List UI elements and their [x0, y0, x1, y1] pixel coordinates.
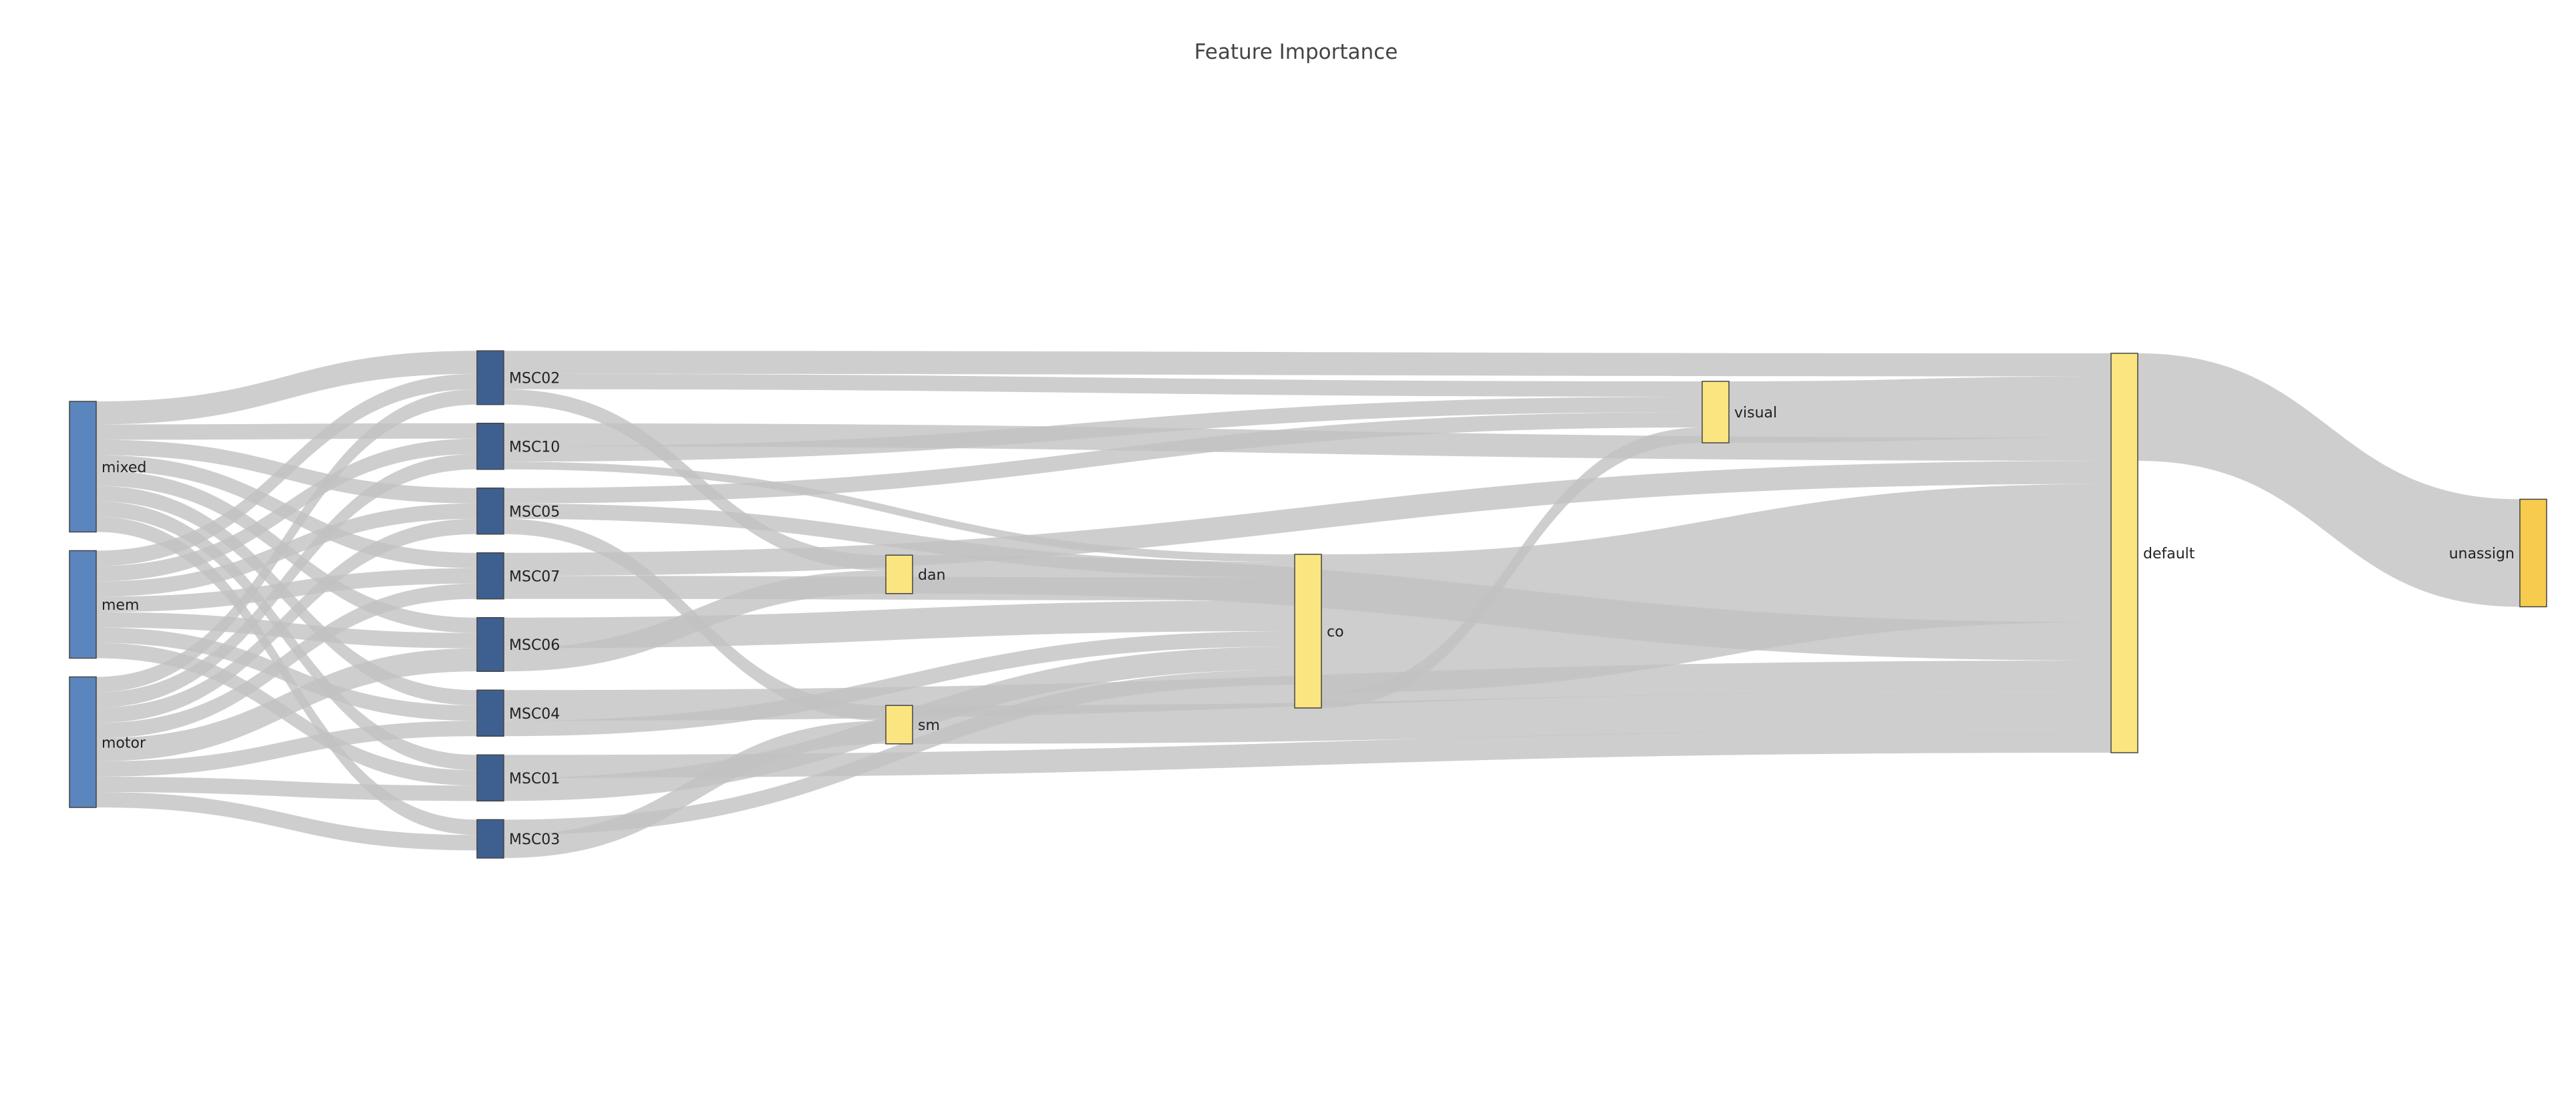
link-motor-to-MSC03[interactable] [96, 792, 477, 851]
node-bar-MSC03[interactable] [476, 819, 504, 859]
link-MSC06-to-co[interactable] [504, 600, 1295, 649]
node-label-co: co [1327, 624, 1344, 640]
node-label-visual: visual [1734, 405, 1777, 421]
node-label-MSC05: MSC05 [509, 504, 560, 520]
node-bar-MSC10[interactable] [476, 423, 504, 470]
node-MSC01[interactable]: MSC01 [476, 754, 560, 801]
node-bar-default[interactable] [2110, 353, 2138, 753]
node-MSC10[interactable]: MSC10 [476, 423, 560, 470]
link-mem-to-MSC06[interactable] [96, 612, 477, 649]
link-motor-to-MSC10[interactable] [96, 453, 477, 708]
node-mixed[interactable]: mixed [69, 401, 146, 533]
link-motor-to-MSC05[interactable] [96, 518, 477, 723]
link-co-to-default[interactable] [1321, 484, 2111, 693]
link-MSC10-to-visual[interactable] [504, 397, 1702, 462]
link-mem-to-MSC07[interactable] [96, 568, 477, 612]
link-mem-to-MSC10[interactable] [96, 438, 477, 582]
link-MSC02-to-visual[interactable] [504, 373, 1702, 397]
node-bar-visual[interactable] [1702, 381, 1730, 443]
node-label-default: default [2143, 546, 2195, 562]
nodes-layer: mixed mem motor MSC02 MSC10 MSC05 MSC07 MSC06 MS… [69, 350, 2547, 859]
link-visual-to-default[interactable] [1729, 376, 2111, 443]
link-mixed-to-MSC02[interactable] [96, 351, 477, 425]
node-label-motor: motor [102, 735, 146, 751]
link-motor-to-MSC07[interactable] [96, 583, 477, 739]
node-label-mem: mem [102, 597, 139, 614]
node-MSC02[interactable]: MSC02 [476, 350, 560, 405]
node-MSC07[interactable]: MSC07 [476, 552, 560, 600]
node-bar-motor[interactable] [69, 676, 97, 808]
link-motor-to-MSC04[interactable] [96, 721, 477, 777]
node-bar-MSC06[interactable] [476, 617, 504, 672]
node-bar-mem[interactable] [69, 550, 97, 659]
node-visual[interactable]: visual [1702, 381, 1777, 443]
node-MSC06[interactable]: MSC06 [476, 617, 560, 672]
node-bar-MSC02[interactable] [476, 350, 504, 405]
node-bar-mixed[interactable] [69, 401, 97, 533]
node-bar-MSC07[interactable] [476, 552, 504, 600]
link-MSC05-to-visual[interactable] [504, 412, 1702, 504]
node-bar-dan[interactable] [885, 554, 913, 594]
link-MSC02-to-dan[interactable] [504, 389, 886, 571]
link-MSC04-to-co[interactable] [504, 631, 1295, 737]
node-bar-sm[interactable] [885, 705, 913, 745]
link-motor-to-MSC01[interactable] [96, 777, 477, 801]
node-bar-MSC05[interactable] [476, 488, 504, 535]
node-bar-co[interactable] [1294, 554, 1322, 709]
node-label-MSC10: MSC10 [509, 439, 560, 455]
link-MSC03-to-co[interactable] [504, 669, 1295, 836]
link-motor-to-MSC02[interactable] [96, 389, 477, 693]
node-bar-MSC01[interactable] [476, 754, 504, 801]
node-label-unassign: unassign [2449, 546, 2515, 562]
node-bar-MSC04[interactable] [476, 689, 504, 737]
link-MSC07-to-default[interactable] [504, 461, 2111, 576]
link-MSC01-to-default[interactable] [504, 729, 2111, 778]
node-sm[interactable]: sm [885, 705, 940, 745]
node-bar-unassign[interactable] [2519, 498, 2547, 608]
link-MSC10-to-co[interactable] [504, 462, 1295, 562]
link-mem-to-MSC05[interactable] [96, 503, 477, 597]
node-motor[interactable]: motor [69, 676, 146, 808]
node-label-MSC03: MSC03 [509, 832, 560, 848]
chart-title: Feature Importance [1194, 40, 1398, 64]
node-label-MSC07: MSC07 [509, 568, 560, 585]
node-label-MSC01: MSC01 [509, 771, 560, 787]
node-dan[interactable]: dan [885, 554, 945, 594]
link-mixed-to-MSC10[interactable] [96, 423, 477, 440]
node-co[interactable]: co [1294, 554, 1344, 709]
node-label-sm: sm [918, 717, 940, 734]
link-mem-to-MSC02[interactable] [96, 373, 477, 566]
node-MSC04[interactable]: MSC04 [476, 689, 560, 737]
node-mem[interactable]: mem [69, 550, 139, 659]
link-default-to-unassign[interactable] [2138, 353, 2520, 607]
links-layer [96, 351, 2520, 858]
node-MSC03[interactable]: MSC03 [476, 819, 560, 859]
node-label-dan: dan [918, 567, 945, 584]
node-label-MSC06: MSC06 [509, 637, 560, 654]
node-unassign[interactable]: unassign [2449, 498, 2547, 608]
node-default[interactable]: default [2110, 353, 2195, 753]
link-sm-to-default[interactable] [913, 691, 2111, 744]
node-label-MSC04: MSC04 [509, 706, 560, 723]
link-MSC02-to-default[interactable] [504, 351, 2111, 377]
node-MSC05[interactable]: MSC05 [476, 488, 560, 535]
node-label-MSC02: MSC02 [509, 371, 560, 387]
link-motor-to-MSC06[interactable] [96, 648, 477, 761]
node-label-mixed: mixed [102, 459, 146, 476]
